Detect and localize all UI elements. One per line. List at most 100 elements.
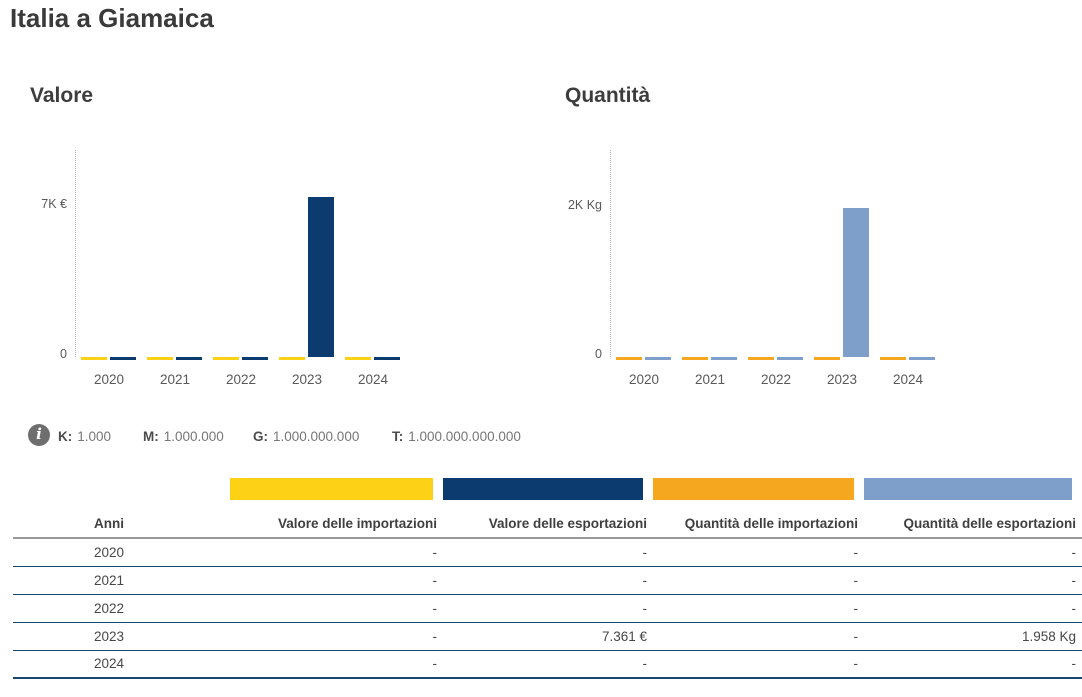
unit-item-K: K: 1.000 xyxy=(58,429,111,444)
unit-item-T: T: 1.000.000.000.000 xyxy=(392,429,521,444)
bar-valore-esportazioni-2023 xyxy=(308,197,334,357)
legend-swatch-quantita-delle-importazioni xyxy=(653,478,854,500)
y-axis-zero-label: 0 xyxy=(60,347,67,361)
bar-quantita-esportazioni-2020 xyxy=(645,357,671,360)
page-title: Italia a Giamaica xyxy=(10,3,214,33)
x-axis-label-2022: 2022 xyxy=(760,372,792,387)
bar-quantita-esportazioni-2024 xyxy=(909,357,935,360)
value-cell-valore-delle-importazioni: - xyxy=(230,538,443,567)
info-icon[interactable]: i xyxy=(28,424,50,446)
unit-item-G: G: 1.000.000.000 xyxy=(253,429,359,444)
unit-value: 1.000 xyxy=(77,429,112,444)
legend-cell xyxy=(13,478,230,500)
table-row-2021: 2021- - - - xyxy=(13,566,1082,595)
unit-item-M: M: 1.000.000 xyxy=(143,429,224,444)
legend-swatch-quantita-delle-esportazioni xyxy=(864,478,1072,500)
bar-quantita-importazioni-2024 xyxy=(880,357,906,360)
x-axis-label-2023: 2023 xyxy=(826,372,858,387)
table-row-2022: 2022- - - - xyxy=(13,594,1082,623)
unit-key: M: xyxy=(143,429,159,444)
bar-valore-importazioni-2020 xyxy=(81,357,107,360)
value-cell-quantita-delle-esportazioni: - xyxy=(864,594,1082,623)
column-header-quantita-delle-esportazioni: Quantità delle esportazioni xyxy=(864,500,1082,539)
legend-cell xyxy=(653,478,864,500)
bar-valore-importazioni-2022 xyxy=(213,357,239,360)
value-cell-quantita-delle-importazioni: - xyxy=(653,594,864,623)
bar-quantita-esportazioni-2022 xyxy=(777,357,803,360)
column-header-valore-delle-importazioni: Valore delle importazioni xyxy=(230,500,443,539)
x-axis-label-2020: 2020 xyxy=(628,372,660,387)
value-cell-valore-delle-esportazioni: - xyxy=(443,650,653,679)
bar-valore-importazioni-2024 xyxy=(345,357,371,360)
bar-quantita-esportazioni-2023 xyxy=(843,208,869,357)
value-cell-valore-delle-esportazioni: - xyxy=(443,594,653,623)
value-cell-quantita-delle-esportazioni: - xyxy=(864,566,1082,595)
unit-value: 1.000.000.000 xyxy=(273,429,360,444)
bar-valore-importazioni-2023 xyxy=(279,357,305,360)
value-cell-quantita-delle-importazioni: - xyxy=(653,650,864,679)
column-header-anni: Anni xyxy=(13,500,230,539)
bar-quantita-esportazioni-2021 xyxy=(711,357,737,360)
unit-value: 1.000.000 xyxy=(163,429,224,444)
bar-valore-esportazioni-2021 xyxy=(176,357,202,360)
unit-value: 1.000.000.000.000 xyxy=(408,429,521,444)
legend-cell xyxy=(443,478,653,500)
value-cell-quantita-delle-importazioni: - xyxy=(653,622,864,651)
value-cell-quantita-delle-esportazioni: 1.958 Kg xyxy=(864,622,1082,651)
value-cell-quantita-delle-importazioni: - xyxy=(653,566,864,595)
value-cell-valore-delle-esportazioni: - xyxy=(443,538,653,567)
x-axis-label-2020: 2020 xyxy=(93,372,125,387)
bar-valore-esportazioni-2022 xyxy=(242,357,268,360)
chart-title-quantita: Quantità xyxy=(565,84,651,107)
value-cell-valore-delle-importazioni: - xyxy=(230,566,443,595)
x-axis-label-2024: 2024 xyxy=(892,372,924,387)
column-header-quantita-delle-importazioni: Quantità delle importazioni xyxy=(653,500,864,539)
value-cell-valore-delle-esportazioni: 7.361 € xyxy=(443,622,653,651)
chart-quantita: Quantità 2K Kg 0 2020 2021 2022 2023 2024 xyxy=(565,84,1045,404)
column-header-valore-delle-esportazioni: Valore delle esportazioni xyxy=(443,500,653,539)
value-cell-valore-delle-importazioni: - xyxy=(230,650,443,679)
bar-quantita-importazioni-2022 xyxy=(748,357,774,360)
value-cell-quantita-delle-importazioni: - xyxy=(653,538,864,567)
value-cell-quantita-delle-esportazioni: - xyxy=(864,538,1082,567)
value-cell-valore-delle-importazioni: - xyxy=(230,594,443,623)
bar-quantita-importazioni-2021 xyxy=(682,357,708,360)
legend-swatch-valore-delle-esportazioni xyxy=(443,478,643,500)
trade-data-table: Anni Valore delle importazioni Valore dell… xyxy=(13,478,1082,679)
year-cell: 2020 xyxy=(13,538,230,567)
year-cell: 2024 xyxy=(13,650,230,679)
unit-key: G: xyxy=(253,429,268,444)
table-row-2020: 2020- - - - xyxy=(13,538,1082,567)
bar-valore-esportazioni-2024 xyxy=(374,357,400,360)
legend-cell xyxy=(230,478,443,500)
legend-cell xyxy=(864,478,1082,500)
chart-plot-quantita: 2K Kg 0 2020 2021 2022 2023 2024 xyxy=(568,150,940,387)
x-axis-label-2023: 2023 xyxy=(291,372,323,387)
table-row-2024: 2024- - - - xyxy=(13,650,1082,679)
x-axis-label-2021: 2021 xyxy=(694,372,726,387)
bar-valore-esportazioni-2020 xyxy=(110,357,136,360)
value-cell-valore-delle-esportazioni: - xyxy=(443,566,653,595)
y-axis-max-label: 7K € xyxy=(41,197,67,212)
x-axis-label-2022: 2022 xyxy=(225,372,257,387)
year-cell: 2023 xyxy=(13,622,230,651)
legend-swatch-valore-delle-importazioni xyxy=(230,478,433,500)
year-cell: 2021 xyxy=(13,566,230,595)
chart-plot-valore: 7K € 0 2020 2021 2022 2023 2024 xyxy=(41,150,405,387)
legend-row xyxy=(13,478,1082,500)
chart-valore: Valore 7K € 0 2020 2021 2022 2023 2024 xyxy=(30,84,510,404)
table-header-row: Anni Valore delle importazioni Valore dell… xyxy=(13,500,1082,539)
unit-key: K: xyxy=(58,429,73,444)
table-row-2023: 2023-7.361 € -1.958 Kg xyxy=(13,622,1082,651)
bar-valore-importazioni-2021 xyxy=(147,357,173,360)
year-cell: 2022 xyxy=(13,594,230,623)
value-cell-quantita-delle-esportazioni: - xyxy=(864,650,1082,679)
chart-title-valore: Valore xyxy=(30,84,94,107)
y-axis-zero-label: 0 xyxy=(595,347,602,361)
bar-quantita-importazioni-2020 xyxy=(616,357,642,360)
unit-key: T: xyxy=(392,429,404,444)
x-axis-label-2021: 2021 xyxy=(159,372,191,387)
bar-quantita-importazioni-2023 xyxy=(814,357,840,360)
value-cell-valore-delle-importazioni: - xyxy=(230,622,443,651)
